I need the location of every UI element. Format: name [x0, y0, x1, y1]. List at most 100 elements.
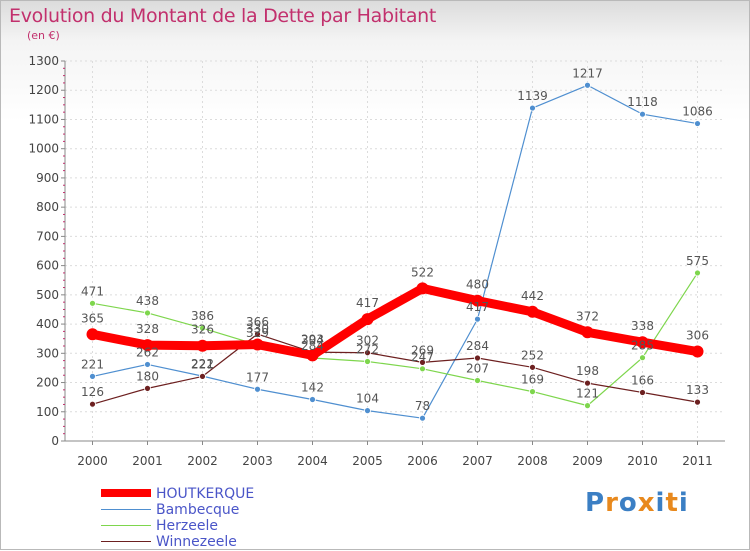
- data-point-bambecque: [89, 372, 96, 380]
- data-point-winnezeele: [254, 330, 261, 338]
- x-tick-label: 2010: [627, 454, 658, 468]
- data-label-winnezeele: 126: [81, 385, 104, 399]
- data-labels: 221 262 222 177 142 104 78 417 1139 1217 1118 1086 4…: [81, 66, 713, 413]
- data-point-bambecque: [419, 414, 426, 422]
- data-label-winnezeele: 269: [411, 343, 434, 357]
- logo-letter: i: [678, 488, 689, 518]
- y-tick-label: 1100: [28, 112, 59, 126]
- chart-title: Evolution du Montant de la Dette par Hab…: [9, 5, 437, 27]
- data-point-winnezeele: [474, 354, 481, 362]
- data-label-winnezeele: 166: [631, 373, 654, 387]
- data-label-bambecque: 222: [191, 357, 214, 371]
- x-tick-label: 2005: [352, 454, 383, 468]
- legend-swatch-houtkerque: [101, 489, 151, 497]
- data-point-winnezeele: [529, 363, 536, 371]
- data-label-bambecque: 221: [81, 357, 104, 371]
- data-point-bambecque: [694, 120, 701, 127]
- data-point-winnezeele: [144, 384, 151, 392]
- grid: [65, 60, 725, 442]
- y-tick-label: 800: [36, 200, 59, 214]
- x-tick-label: 2001: [132, 454, 163, 468]
- data-point-herzeele: [364, 358, 371, 365]
- data-label-bambecque: 78: [415, 399, 430, 413]
- legend-label-winnezeele: Winnezeele: [156, 534, 237, 550]
- data-point-bambecque: [309, 396, 316, 403]
- data-point-bambecque: [529, 104, 536, 112]
- logo-letter: r: [605, 488, 619, 518]
- data-point-bambecque: [584, 81, 591, 89]
- data-label-houtkerque: 372: [576, 309, 599, 323]
- x-tick-label: 2008: [517, 454, 548, 468]
- data-label-herzeele: 121: [576, 387, 599, 401]
- data-label-herzeele: 285: [631, 339, 654, 353]
- data-label-winnezeele: 302: [356, 334, 379, 348]
- legend-item-winnezeele: Winnezeele: [101, 534, 301, 551]
- data-label-winnezeele: 284: [466, 339, 489, 353]
- y-tick-label: 1000: [28, 142, 59, 156]
- y-tick-label: 500: [36, 288, 59, 302]
- y-ticks: 0 100 200 300 400 500 600 700 800 900 1000 1100 1200…: [28, 54, 65, 448]
- data-point-houtkerque: [581, 326, 594, 339]
- logo-letter: P: [585, 488, 606, 518]
- data-point-winnezeele: [199, 372, 206, 380]
- data-point-bambecque: [254, 385, 261, 393]
- series-layer: [86, 81, 704, 422]
- data-label-bambecque: 1217: [572, 66, 603, 80]
- data-label-houtkerque: 306: [686, 329, 709, 343]
- logo-letter: t: [665, 488, 679, 518]
- data-point-bambecque: [144, 361, 151, 368]
- x-tick-label: 2007: [462, 454, 493, 468]
- data-label-houtkerque: 417: [356, 296, 379, 310]
- data-point-houtkerque: [86, 328, 99, 341]
- logo-letter: o: [618, 488, 638, 518]
- x-ticks: 2000 2001 2002 2003 2004 2005 2006 2007 2008 2009…: [77, 441, 713, 468]
- legend-swatch-winnezeele: [101, 541, 151, 542]
- data-point-herzeele: [639, 354, 646, 362]
- data-point-herzeele: [529, 388, 536, 396]
- y-tick-label: 200: [36, 376, 59, 390]
- x-tick-label: 2003: [242, 454, 273, 468]
- proxiti-logo: Proxiti: [585, 488, 689, 518]
- x-tick-label: 2011: [682, 454, 713, 468]
- data-label-houtkerque: 442: [521, 289, 544, 303]
- data-point-herzeele: [419, 365, 426, 373]
- data-point-bambecque: [364, 407, 371, 415]
- data-label-houtkerque: 365: [81, 311, 104, 325]
- data-point-winnezeele: [584, 379, 591, 387]
- data-point-bambecque: [474, 315, 481, 323]
- logo-letter: i: [655, 488, 666, 518]
- data-label-herzeele: 575: [686, 254, 709, 268]
- data-label-herzeele: 247: [411, 350, 434, 364]
- data-point-herzeele: [584, 402, 591, 410]
- legend-item-bambecque: Bambecque: [101, 502, 301, 519]
- y-tick-label: 900: [36, 171, 59, 185]
- data-label-winnezeele: 304: [301, 333, 324, 347]
- data-point-houtkerque: [196, 339, 209, 352]
- data-label-bambecque: 1139: [517, 89, 548, 103]
- data-point-houtkerque: [526, 305, 539, 318]
- data-label-herzeele: 284: [301, 339, 324, 353]
- data-label-winnezeele: 252: [521, 348, 544, 362]
- data-label-bambecque: 1118: [627, 95, 658, 109]
- legend-label-houtkerque: HOUTKERQUE: [156, 486, 255, 502]
- data-label-houtkerque: 293: [301, 332, 324, 346]
- data-label-winnezeele: 180: [136, 369, 159, 383]
- data-label-bambecque: 177: [246, 370, 269, 384]
- data-label-bambecque: 104: [356, 392, 379, 406]
- y-tick-label: 1300: [28, 54, 59, 68]
- data-point-herzeele: [199, 324, 206, 332]
- legend: HOUTKERQUE Bambecque Herzeele Winnezeele: [101, 486, 301, 551]
- data-point-houtkerque: [141, 339, 154, 352]
- x-tick-label: 2006: [407, 454, 438, 468]
- data-label-houtkerque: 330: [246, 322, 269, 336]
- y-tick-label: 1200: [28, 83, 59, 97]
- data-label-bambecque: 417: [466, 300, 489, 314]
- legend-label-bambecque: Bambecque: [156, 502, 240, 518]
- data-label-winnezeele: 198: [576, 364, 599, 378]
- legend-item-houtkerque: HOUTKERQUE: [101, 486, 301, 503]
- data-label-winnezeele: 221: [191, 357, 214, 371]
- y-tick-label: 100: [36, 405, 59, 419]
- data-label-houtkerque: 328: [136, 322, 159, 336]
- data-point-houtkerque: [691, 345, 704, 358]
